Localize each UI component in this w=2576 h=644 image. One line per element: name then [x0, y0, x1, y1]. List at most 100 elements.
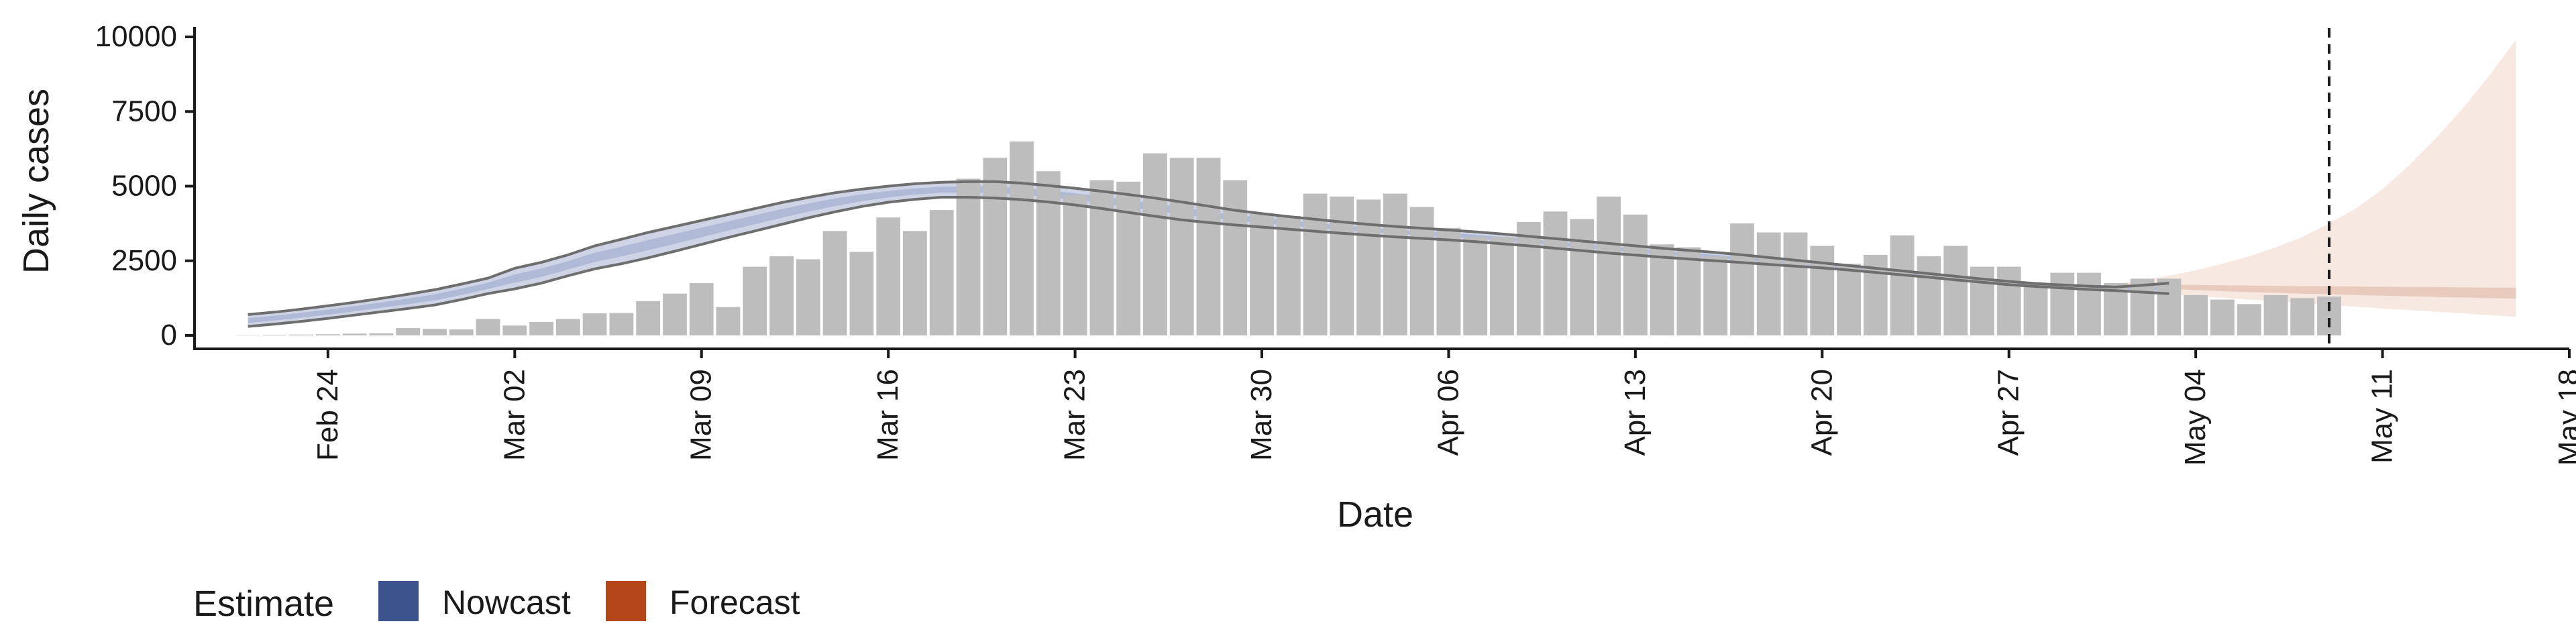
- y-axis-title: Daily cases: [16, 89, 56, 274]
- bar: [1730, 223, 1754, 335]
- bar: [1650, 244, 1674, 335]
- bar: [663, 293, 687, 335]
- y-tick-label: 10000: [95, 20, 177, 53]
- bar: [689, 283, 714, 335]
- bar: [1597, 197, 1621, 335]
- bar: [476, 319, 500, 335]
- bar: [983, 158, 1008, 335]
- bar: [1516, 221, 1541, 335]
- x-tick-label: Apr 20: [1805, 369, 1838, 456]
- bar: [369, 333, 394, 335]
- x-tick-label: Apr 27: [1992, 369, 2025, 456]
- bar: [849, 252, 874, 335]
- y-tick-label: 7500: [111, 95, 177, 127]
- bar: [1409, 207, 1434, 335]
- bar: [1837, 264, 1861, 335]
- bar: [1703, 256, 1728, 335]
- bar: [1250, 213, 1274, 335]
- bar: [1917, 256, 1941, 335]
- forecast-band-outer: [2115, 40, 2516, 317]
- x-tick-label: May 18: [2553, 369, 2576, 466]
- bar: [1570, 219, 1595, 335]
- bar: [529, 322, 553, 335]
- bar: [1196, 158, 1221, 335]
- x-axis-title: Date: [1337, 494, 1413, 535]
- bar: [2023, 284, 2048, 335]
- bar: [956, 178, 981, 335]
- legend-key-forecast: [606, 581, 646, 621]
- bar: [2263, 294, 2288, 335]
- bar: [423, 329, 447, 335]
- y-tick-label: 0: [161, 319, 177, 352]
- legend-label-nowcast: Nowcast: [442, 584, 571, 621]
- bar: [2130, 278, 2155, 335]
- bar: [929, 210, 954, 335]
- bar: [2290, 298, 2315, 335]
- bar: [1543, 211, 1568, 335]
- bar: [1330, 197, 1354, 335]
- bar: [502, 325, 527, 335]
- bar: [342, 333, 367, 335]
- bar: [1010, 141, 1034, 336]
- bar: [1303, 193, 1328, 335]
- legend-label-forecast: Forecast: [669, 584, 800, 621]
- bar: [903, 231, 927, 336]
- x-tick-label: May 04: [2179, 369, 2212, 466]
- bar: [1276, 216, 1301, 335]
- legend-title: Estimate: [193, 584, 334, 624]
- bar: [876, 217, 901, 335]
- bar: [1490, 237, 1514, 335]
- bar: [743, 266, 767, 335]
- bar: [1356, 199, 1381, 335]
- x-tick-label: Feb 24: [311, 369, 344, 461]
- x-tick-label: Mar 23: [1059, 369, 1091, 461]
- x-tick-label: Apr 06: [1432, 369, 1464, 456]
- bar: [2237, 304, 2261, 335]
- x-tick-label: Apr 13: [1619, 369, 1652, 456]
- bar: [316, 334, 340, 335]
- bar: [1089, 180, 1114, 335]
- x-tick-label: May 11: [2366, 369, 2399, 464]
- bar: [1063, 195, 1087, 335]
- bar: [1996, 266, 2021, 335]
- bar: [609, 313, 634, 335]
- bar: [1676, 247, 1701, 335]
- forecast-band-inner: [2115, 283, 2516, 299]
- bar: [1783, 232, 1808, 335]
- nowcast-lower-line: [248, 196, 2169, 328]
- x-tick-label: Mar 16: [871, 369, 904, 461]
- bar: [1383, 193, 1407, 335]
- bar: [1890, 235, 1915, 335]
- forecast-band-layer: [2115, 40, 2516, 317]
- x-tick-label: Mar 30: [1245, 369, 1278, 461]
- y-tick-label: 5000: [111, 170, 177, 203]
- bar: [1143, 153, 1167, 335]
- legend-key-nowcast: [378, 581, 419, 621]
- bar: [2077, 272, 2101, 335]
- y-tick-label: 2500: [111, 244, 177, 277]
- bar: [2184, 294, 2208, 335]
- bar: [396, 327, 421, 335]
- bar: [769, 256, 794, 335]
- bar: [235, 335, 260, 336]
- bar: [1169, 158, 1194, 335]
- bar: [556, 319, 580, 335]
- legend: Estimate Nowcast Forecast: [193, 581, 800, 624]
- bar: [2210, 299, 2235, 335]
- bar: [1036, 171, 1061, 335]
- bar: [1623, 214, 1648, 335]
- bar: [1436, 227, 1461, 335]
- bar: [796, 259, 820, 335]
- x-tick-label: Mar 02: [498, 369, 531, 461]
- bar: [2157, 278, 2182, 335]
- bar: [716, 307, 741, 335]
- bar: [1116, 181, 1140, 335]
- bar: [822, 231, 847, 336]
- band-edge-lines-layer: [248, 180, 2169, 328]
- bar: [1463, 237, 1488, 335]
- bar: [1810, 246, 1835, 335]
- bar: [582, 313, 607, 335]
- bar: [1943, 246, 1968, 335]
- bar: [636, 301, 661, 335]
